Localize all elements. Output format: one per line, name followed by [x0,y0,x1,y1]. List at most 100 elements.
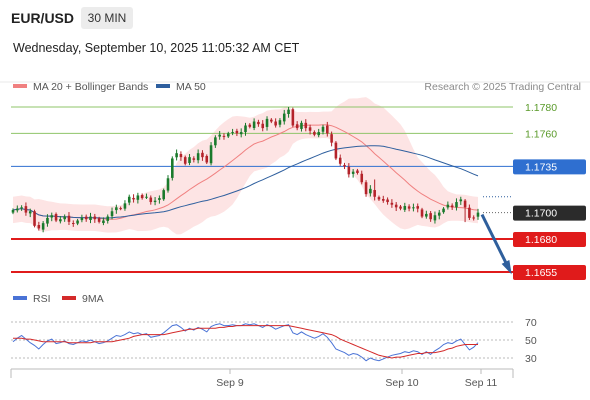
candle-body [166,178,170,191]
candle-body [41,223,45,230]
timestamp: Wednesday, September 10, 2025 11:05:32 A… [13,41,300,55]
last-price-label: 1.1700 [525,208,557,220]
candle-body [179,153,183,158]
candle-body [347,166,351,175]
support-label: 1.1680 [525,234,557,246]
candle-body [351,171,355,174]
resistance-label: 1.1760 [525,128,557,140]
candle-body [226,133,230,137]
x-tick-label: Sep 11 [465,377,498,389]
candle-body [321,126,325,132]
candle-body [149,197,153,203]
candle-body [317,132,320,136]
forecast-arrow [480,213,512,275]
candle-body [76,220,79,224]
candle-body [468,207,471,218]
candle-body [407,206,411,209]
rsi-ma-line [13,325,478,359]
candle-body [291,109,295,126]
candle-body [37,225,41,229]
candle-body [11,209,15,213]
candle-body [308,127,312,131]
candle-body [412,207,415,209]
forecast-arrow-shaft [480,213,511,270]
candle-body [459,199,463,202]
ma20-legend-label: MA 20 + Bollinger Bands [33,81,148,93]
candle-body [244,125,247,133]
pivot-label-badge [513,159,586,175]
candle-body [119,208,122,210]
rsi-ma-legend-swatch [62,296,76,300]
rsi-tick-label: 30 [525,353,537,365]
candle-body [16,208,19,211]
candle-body [270,119,273,122]
candle-body [364,182,368,195]
support-label-badge [513,232,586,247]
symbol-title: EUR/USD [11,10,75,26]
last-price-badge [513,205,586,221]
candle-body [420,209,424,217]
timeframe-badge[interactable]: 30 MIN [81,7,133,29]
candle-body [278,120,282,125]
candle-body [265,118,269,127]
x-axis: Sep 9 Sep 10 Sep 11 [10,368,514,389]
forecast-arrow-head [501,260,512,275]
rsi-panel: 70 50 30 [11,317,537,365]
candle-body [192,158,196,160]
candle-body [97,218,101,222]
candle-body [123,203,127,209]
source-credit: Research © 2025 Trading Central [424,81,581,93]
candle-body [136,195,140,200]
candle-body [381,199,385,201]
chart-legend: MA 20 + Bollinger Bands MA 50 Research ©… [13,81,581,93]
candle-body [84,216,88,220]
candle-body [132,197,135,200]
candle-body [472,217,475,219]
bollinger-band-fill [13,97,478,235]
candle-body [442,208,445,213]
candle-body [183,157,187,164]
candle-body [106,216,110,221]
ma50-legend-label: MA 50 [176,81,206,93]
candle-body [67,215,71,222]
candle-body [252,121,256,128]
chart-header: EUR/USD 30 MIN [0,0,590,38]
candle-body [369,188,372,194]
candle-body [390,202,394,205]
candle-body [80,217,84,221]
rsi-tick-label: 50 [525,335,537,347]
candle-body [300,122,303,129]
candle-body [33,211,36,226]
candle-body [20,207,23,209]
candle-body [153,200,157,203]
rsi-line [12,323,479,362]
candle-body [399,206,402,209]
ma50-legend-swatch [156,84,170,88]
candle-body [274,121,277,126]
candle-body [188,157,191,163]
pivot-label: 1.1735 [525,161,557,173]
rsi-legend-swatch [13,296,27,300]
candle-body [394,204,398,208]
candle-body [446,204,450,208]
candle-body [373,190,376,197]
candle-body [54,214,58,221]
candle-body [433,215,437,221]
rsi-legend: RSI 9MA [13,293,104,305]
candle-body [231,132,234,134]
bollinger-bands [13,97,478,235]
candle-body [437,212,441,216]
candle-body [93,216,97,220]
candle-body [140,195,144,199]
candle-body [326,125,329,134]
candle-body [248,124,252,127]
candle-body [201,152,204,158]
candle-body [239,132,243,135]
candle-body [28,211,32,214]
candle-body [102,220,105,224]
candle-body [287,109,290,114]
ma20-legend-swatch [13,84,27,88]
candle-body [214,137,217,146]
price-level-labels: 1.1780 1.1760 1.1735 1.1700 1.1680 1.1655 [513,102,586,280]
support-label-badge [513,265,586,280]
